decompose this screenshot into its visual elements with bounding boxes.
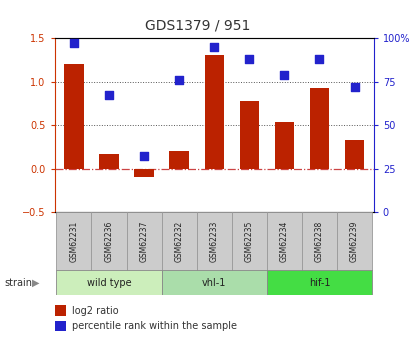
Bar	[92, 212, 126, 271]
Text: ▶: ▶	[32, 278, 39, 288]
Point	[211, 44, 218, 49]
Point	[141, 154, 147, 159]
Text: GSM62235: GSM62235	[245, 221, 254, 262]
Point	[316, 56, 323, 62]
Bar	[205, 55, 224, 169]
Point	[281, 72, 288, 77]
Text: GDS1379 / 951: GDS1379 / 951	[145, 19, 250, 33]
Text: GSM62234: GSM62234	[280, 221, 289, 262]
Bar	[275, 121, 294, 169]
Bar	[134, 169, 154, 177]
Text: GSM62236: GSM62236	[105, 221, 113, 262]
Text: GSM62237: GSM62237	[139, 221, 149, 262]
Bar	[197, 212, 232, 271]
Text: GSM62232: GSM62232	[175, 221, 184, 262]
Point	[351, 84, 358, 89]
Bar	[162, 270, 267, 295]
Bar	[310, 88, 329, 169]
Text: GSM62239: GSM62239	[350, 221, 359, 262]
Point	[71, 40, 77, 46]
Point	[176, 77, 182, 82]
Bar	[240, 101, 259, 169]
Bar	[126, 212, 162, 271]
Text: GSM62231: GSM62231	[69, 221, 79, 262]
Bar	[302, 212, 337, 271]
Text: percentile rank within the sample: percentile rank within the sample	[72, 321, 237, 331]
Bar	[56, 212, 92, 271]
Bar	[162, 212, 197, 271]
Text: log2 ratio: log2 ratio	[72, 306, 119, 315]
Point	[105, 93, 112, 98]
Text: hif-1: hif-1	[309, 278, 330, 287]
Bar	[64, 64, 84, 169]
Text: vhl-1: vhl-1	[202, 278, 226, 287]
Bar	[345, 140, 364, 169]
Bar	[99, 154, 118, 169]
Bar	[232, 212, 267, 271]
Text: GSM62238: GSM62238	[315, 221, 324, 262]
Text: GSM62233: GSM62233	[210, 221, 219, 262]
Bar	[267, 270, 372, 295]
Text: strain: strain	[4, 278, 32, 288]
Text: wild type: wild type	[87, 278, 131, 287]
Bar	[170, 151, 189, 169]
Bar	[267, 212, 302, 271]
Bar	[337, 212, 372, 271]
Bar	[56, 270, 162, 295]
Point	[246, 56, 253, 62]
